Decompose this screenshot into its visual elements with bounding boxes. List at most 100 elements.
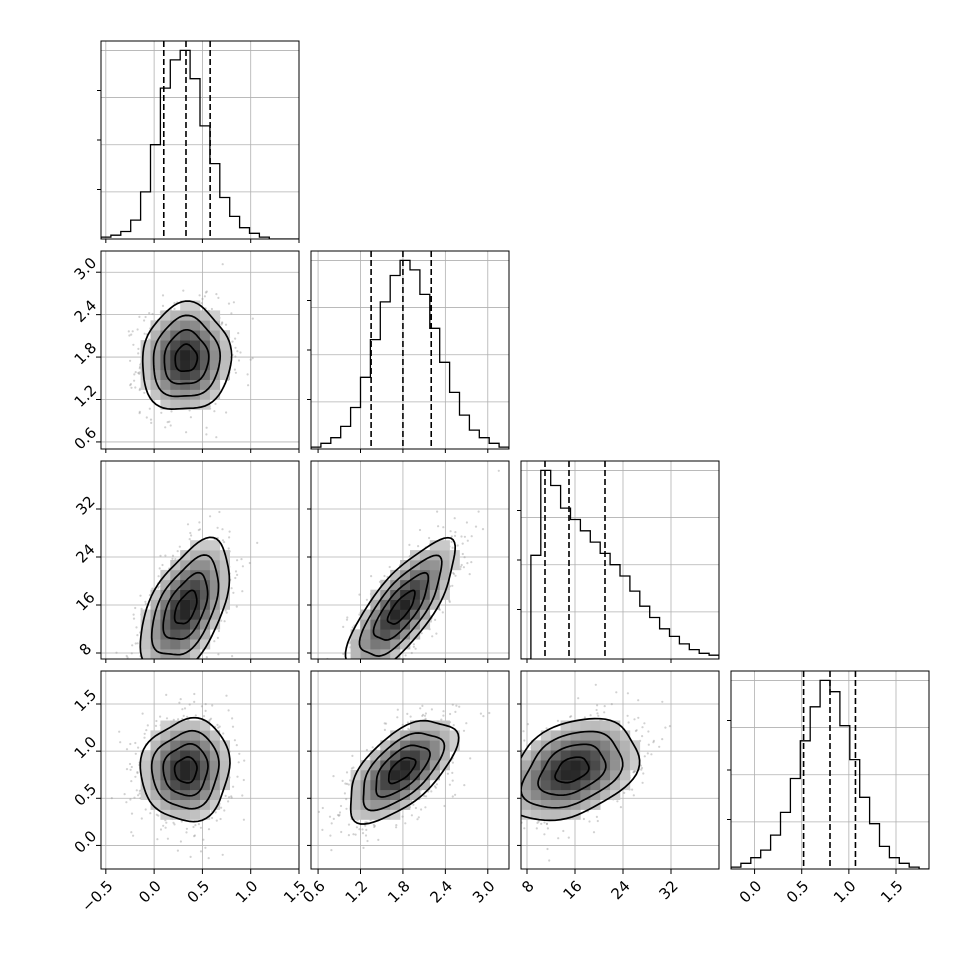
scatter-point — [406, 721, 409, 724]
density-cell — [429, 599, 440, 610]
scatter-point — [317, 810, 320, 814]
scatter-point — [186, 523, 190, 526]
scatter-point — [233, 368, 236, 371]
scatter-point — [384, 722, 388, 725]
panel-frame — [520, 460, 720, 660]
scatter-point — [207, 828, 211, 831]
scatter-point — [503, 759, 505, 761]
density-cell — [390, 740, 401, 751]
density-cell — [180, 639, 191, 650]
scatter-point — [358, 828, 361, 831]
density-cell — [570, 779, 581, 791]
scatter-point — [137, 352, 140, 355]
density-cell — [150, 789, 161, 800]
density-cell — [580, 730, 591, 741]
scatter-point — [470, 535, 473, 538]
scatter-point — [451, 546, 454, 549]
panel-frame — [100, 250, 300, 450]
density-cell — [449, 560, 460, 571]
density-cell — [429, 569, 440, 581]
density-cell — [370, 809, 381, 820]
scatter-point — [652, 739, 656, 743]
density-cell — [570, 789, 581, 800]
scatter-point — [228, 536, 231, 539]
scatter-point — [126, 656, 129, 659]
scatter-point — [146, 724, 149, 727]
density-cell — [400, 760, 411, 771]
scatter-point — [242, 778, 245, 782]
density-cell — [560, 809, 571, 820]
density-cell — [209, 369, 221, 380]
density-cell — [380, 639, 391, 650]
scatter-point — [130, 831, 133, 834]
scatter-point — [407, 727, 410, 731]
scatter-point — [179, 698, 182, 701]
contour-line — [349, 719, 460, 825]
density-cell — [410, 599, 421, 610]
scatter-point — [237, 332, 240, 335]
density-cell — [380, 579, 391, 590]
x-tick-label: 1.8 — [384, 877, 414, 907]
scatter-point — [345, 807, 348, 810]
density-cell — [190, 369, 201, 380]
scatter-point — [633, 718, 636, 721]
scatter-point — [347, 823, 351, 826]
contour-line — [358, 554, 443, 657]
density-cell — [410, 730, 421, 741]
scatter-point — [474, 525, 478, 528]
scatter-point — [251, 357, 254, 360]
density-cell — [219, 340, 230, 351]
density-cell — [370, 750, 381, 761]
density-cell — [180, 569, 191, 581]
scatter-point — [183, 707, 187, 710]
scatter-point — [358, 662, 360, 664]
density-cell — [150, 369, 161, 380]
scatter-point — [603, 711, 606, 714]
scatter-point — [516, 794, 518, 796]
density-cell — [429, 560, 440, 571]
scatter-point — [652, 741, 655, 744]
density-cell — [219, 760, 230, 771]
density-cell — [380, 629, 391, 640]
density-cell — [140, 750, 151, 761]
density-cell — [521, 809, 532, 820]
density-cell — [600, 779, 611, 791]
scatter-point — [143, 674, 145, 676]
scatter-point — [516, 774, 518, 776]
scatter-point — [135, 626, 138, 629]
scatter-point — [171, 554, 175, 557]
contour-line — [521, 730, 624, 809]
scatter-point — [154, 724, 158, 728]
scatter-point — [546, 847, 549, 851]
density-cell — [610, 750, 621, 761]
scatter-point — [458, 705, 461, 708]
density-cell — [390, 789, 401, 800]
density-cell — [180, 560, 191, 571]
scatter-point — [632, 770, 636, 774]
scatter-point — [634, 770, 637, 773]
scatter-point — [365, 598, 368, 601]
density-cell — [560, 740, 571, 751]
scatter-point — [446, 772, 449, 775]
density-cell — [200, 770, 211, 781]
scatter-point — [516, 775, 518, 777]
scatter-point — [165, 717, 169, 720]
scatter-point — [338, 683, 340, 685]
density-cell — [209, 540, 221, 551]
density-cell — [560, 750, 571, 761]
density-cell — [370, 760, 381, 771]
scatter-point — [218, 725, 221, 728]
scatter-point — [193, 835, 196, 838]
contour-line — [344, 536, 457, 659]
scatter-point — [232, 591, 235, 594]
scatter-point — [218, 510, 221, 514]
scatter-point — [352, 766, 355, 769]
scatter-point — [169, 682, 171, 684]
density-cell — [590, 720, 601, 731]
density-cell — [160, 340, 171, 351]
density-cell — [360, 789, 371, 800]
scatter-point — [231, 725, 235, 728]
scatter-point — [350, 674, 352, 676]
density-cell — [400, 639, 411, 650]
scatter-point — [596, 819, 599, 823]
